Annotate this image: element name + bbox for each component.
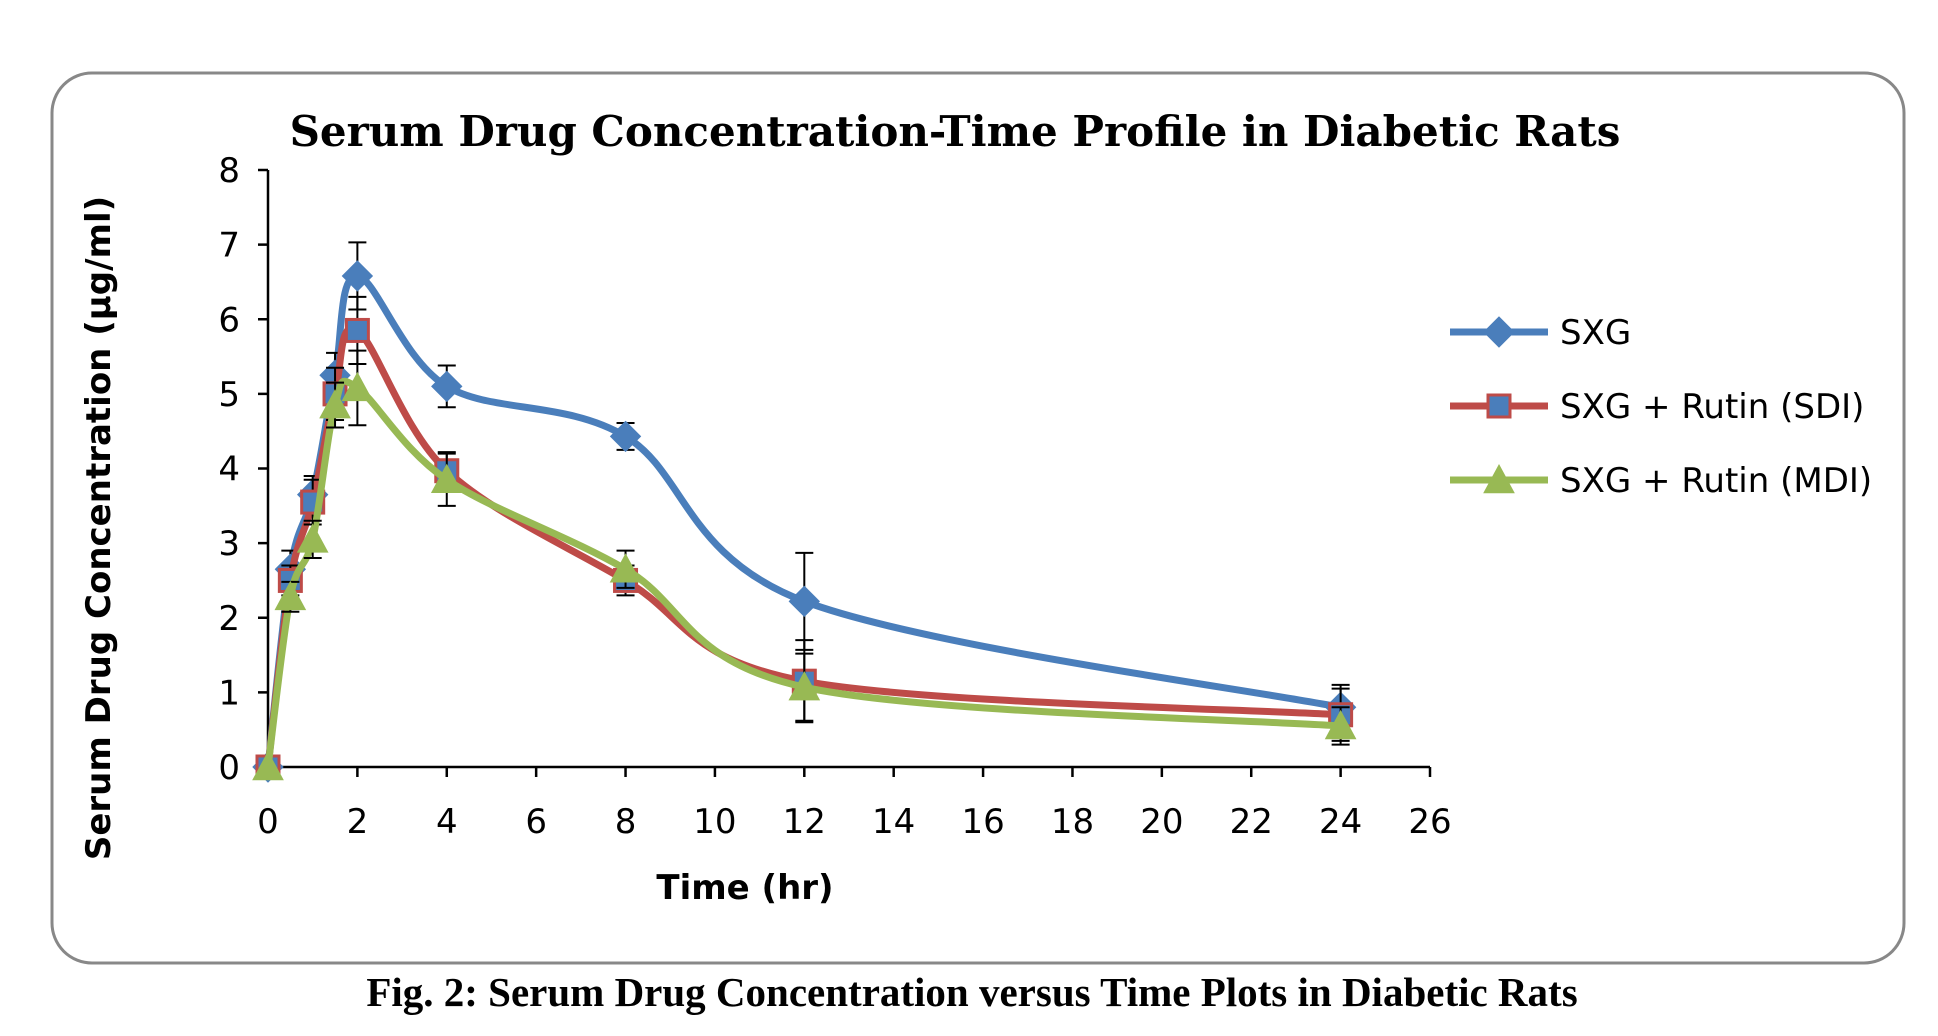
x-tick-label: 8 — [615, 802, 637, 842]
x-tick-label: 22 — [1230, 802, 1273, 842]
y-tick-label: 5 — [218, 375, 240, 415]
y-axis-label: Serum Drug Concentration (µg/ml) — [79, 196, 119, 860]
x-tick-label: 18 — [1051, 802, 1094, 842]
legend: SXG SXG + Rutin (SDI) SXG + Rutin (MDI) — [1450, 313, 1872, 501]
data-point — [430, 463, 463, 493]
series-3 — [252, 349, 1357, 781]
series-layer — [252, 241, 1357, 783]
data-point — [1324, 709, 1357, 740]
y-tick-label: 6 — [218, 300, 240, 340]
x-axis-label: Time (hr) — [656, 868, 833, 908]
data-point — [431, 370, 463, 403]
y-tick-label: 8 — [218, 151, 240, 191]
chart-frame — [50, 71, 1906, 965]
data-point — [788, 585, 821, 618]
legend-marker — [1486, 393, 1512, 419]
x-tick-label: 16 — [961, 802, 1004, 842]
x-tick-label: 26 — [1408, 802, 1451, 842]
data-point — [274, 580, 307, 611]
x-tick-label: 4 — [436, 802, 458, 842]
data-point — [609, 420, 642, 453]
legend-label: SXG + Rutin (MDI) — [1560, 461, 1872, 501]
data-point — [788, 671, 821, 701]
series-line — [264, 377, 1345, 771]
figure-caption: Fig. 2: Serum Drug Concentration versus … — [366, 969, 1577, 1015]
data-point — [609, 553, 642, 583]
x-tick-label: 20 — [1140, 802, 1183, 842]
y-tick-label: 0 — [218, 748, 240, 788]
data-point — [344, 317, 370, 343]
x-tick-label: 12 — [783, 802, 826, 842]
y-tick-label: 1 — [218, 673, 240, 713]
y-tick-label: 4 — [218, 450, 240, 490]
legend-label: SXG — [1560, 313, 1631, 353]
y-tick-label: 2 — [218, 599, 240, 639]
x-tick-label: 14 — [872, 802, 915, 842]
data-point — [341, 371, 374, 402]
x-tick-label: 24 — [1319, 802, 1362, 842]
data-point — [341, 260, 374, 292]
legend-label: SXG + Rutin (SDI) — [1560, 387, 1864, 427]
x-tick-label: 0 — [257, 802, 279, 842]
legend-marker — [1483, 316, 1515, 348]
x-tick-label: 2 — [347, 802, 369, 842]
data-point — [296, 523, 329, 553]
data-point — [319, 389, 351, 419]
data-point — [252, 750, 284, 781]
chart-title: Serum Drug Concentration-Time Profile in… — [290, 107, 1621, 156]
y-tick-label: 3 — [218, 524, 240, 564]
y-tick-label: 7 — [218, 226, 240, 266]
series-line — [264, 324, 1345, 771]
x-tick-label: 10 — [693, 802, 736, 842]
x-tick-label: 6 — [525, 802, 547, 842]
legend-marker — [1483, 463, 1515, 494]
